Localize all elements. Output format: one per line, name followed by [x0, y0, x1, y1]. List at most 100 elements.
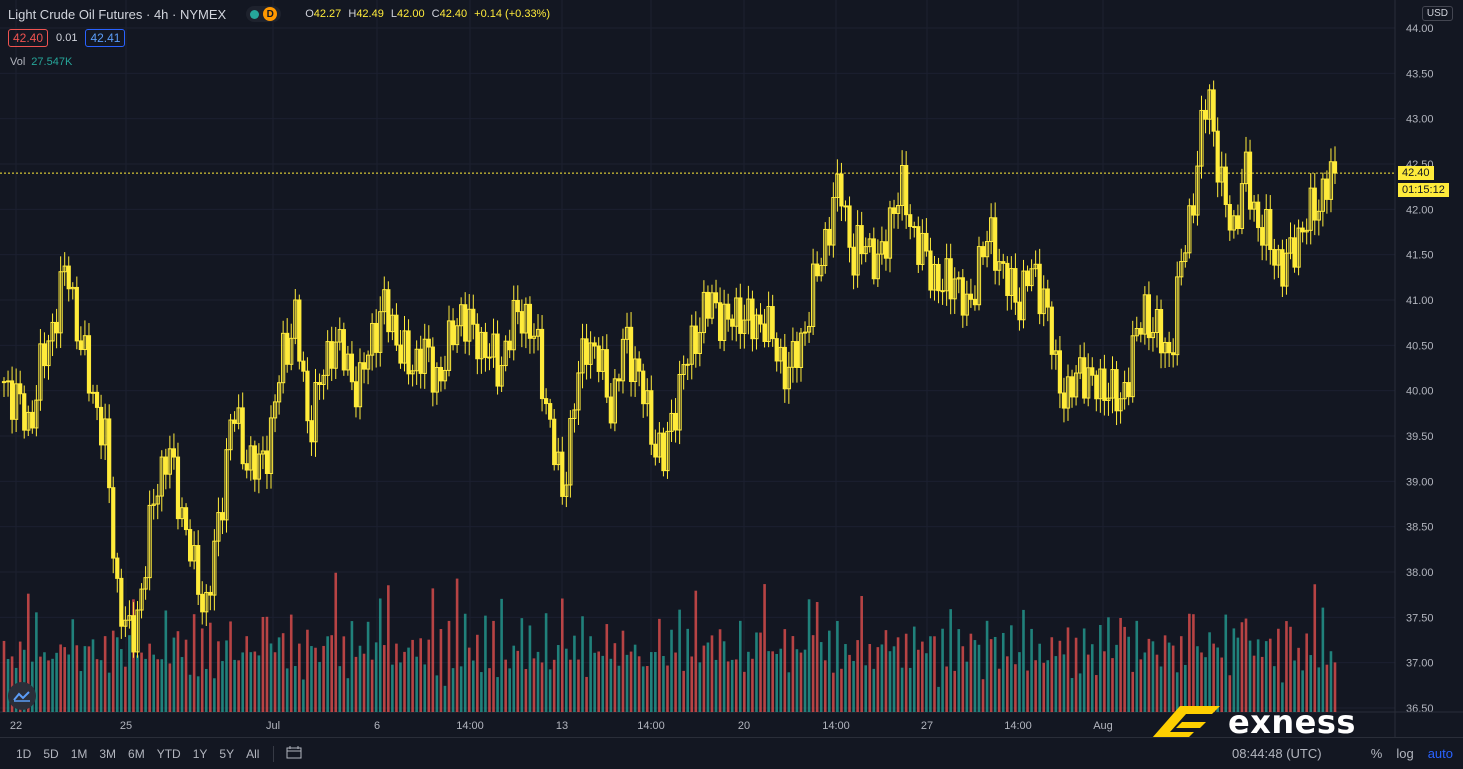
candle-body — [1029, 268, 1034, 287]
scale-controls: % log auto — [1371, 746, 1453, 761]
auto-scale-button[interactable]: auto — [1427, 746, 1453, 761]
volume-bar — [706, 642, 710, 712]
candle-body — [819, 265, 824, 277]
timeframe-1y[interactable]: 1Y — [192, 746, 208, 761]
volume-bar — [609, 658, 613, 712]
open-value: 42.27 — [313, 8, 342, 20]
timeframe-1m[interactable]: 1M — [70, 746, 88, 761]
candle-body — [980, 246, 986, 258]
candle-body — [976, 246, 982, 306]
volume-bar — [1220, 657, 1224, 712]
volume-bar — [136, 655, 139, 712]
volume-bar — [1228, 675, 1232, 712]
volume-bar — [504, 659, 507, 712]
ohlc-values: O42.27 H42.49 L42.00 C42.40 +0.14 (+0.33… — [305, 8, 554, 20]
volume-bar — [868, 644, 872, 712]
candle-body — [875, 253, 880, 280]
volume-bar — [1082, 628, 1086, 712]
volume-bar — [767, 651, 770, 712]
percent-scale-button[interactable]: % — [1370, 746, 1383, 761]
candle-body — [1017, 301, 1022, 321]
candle-body — [5, 380, 11, 383]
volume-bar — [734, 659, 738, 712]
volume-bar — [75, 645, 79, 712]
candle-body — [624, 326, 630, 340]
x-tick-label: Aug — [1093, 720, 1113, 732]
candle-body — [628, 326, 634, 383]
volume-bar — [548, 669, 552, 712]
low-label: L — [390, 8, 398, 20]
volume-bar — [200, 628, 204, 712]
candle-body — [175, 456, 181, 520]
candle-body — [418, 348, 423, 374]
candle-body — [580, 338, 585, 374]
candle-body — [1175, 276, 1180, 356]
candle-body — [693, 325, 698, 354]
volume-bar — [1050, 637, 1054, 712]
candle-body — [1167, 341, 1172, 354]
volume-bar — [1151, 641, 1155, 712]
volume-bar — [366, 621, 370, 712]
x-tick-label: 14:00 — [637, 720, 665, 732]
volume-bar — [763, 584, 766, 712]
candle-body — [794, 341, 800, 368]
volume-bar — [791, 636, 795, 712]
y-tick-label: 41.00 — [1406, 295, 1434, 307]
timeframe-5y[interactable]: 5Y — [219, 746, 235, 761]
buy-button[interactable]: 42.41 — [85, 29, 126, 47]
candle-body — [560, 451, 565, 497]
volume-bar — [908, 667, 912, 712]
volume-legend[interactable]: Vol 27.547K — [10, 56, 72, 68]
candle-body — [649, 390, 654, 445]
volume-bar — [281, 633, 285, 712]
utc-clock[interactable]: 08:44:48 (UTC) — [1232, 746, 1322, 761]
candle-body — [1122, 382, 1127, 400]
candle-body — [855, 225, 860, 276]
candle-body — [1090, 367, 1095, 376]
volume-bar — [427, 639, 431, 712]
candle-body — [1013, 268, 1018, 303]
volume-bar — [815, 602, 819, 712]
volume-bar — [241, 652, 244, 712]
volume-bar — [807, 599, 811, 712]
volume-bar — [403, 651, 406, 712]
volume-bar — [1256, 639, 1260, 712]
high-value: 42.49 — [356, 8, 384, 20]
date-range-icon[interactable] — [286, 745, 302, 762]
timeframe-1d[interactable]: 1D — [16, 746, 32, 761]
volume-bar — [1018, 652, 1021, 712]
timeframe-3m[interactable]: 3M — [99, 746, 117, 761]
market-status[interactable]: D — [246, 6, 282, 22]
candle-body — [1268, 209, 1273, 251]
candle-body — [159, 456, 164, 497]
candle-body — [689, 325, 694, 365]
volume-bar — [140, 652, 143, 712]
volume-bar — [289, 614, 293, 712]
volume-bar — [686, 628, 690, 712]
candle-body — [637, 358, 642, 372]
volume-bar — [480, 672, 483, 712]
timeframe-ytd[interactable]: YTD — [156, 746, 181, 761]
volume-bar — [880, 644, 884, 712]
timeframe-5d[interactable]: 5D — [43, 746, 59, 761]
volume-bar — [419, 638, 422, 712]
volume-bar — [694, 590, 698, 712]
volume-bar — [569, 659, 572, 712]
currency-badge[interactable]: USD — [1421, 6, 1453, 21]
price-chart[interactable]: 44.0043.5043.0042.5042.0041.5041.0040.50… — [0, 0, 1463, 737]
candle-body — [78, 340, 83, 351]
volume-value: 27.547K — [31, 56, 73, 68]
volume-bar — [658, 618, 661, 712]
timeframe-all[interactable]: All — [246, 746, 260, 761]
chart-logo-icon[interactable] — [8, 682, 36, 710]
volume-bar — [1131, 671, 1135, 712]
symbol-title[interactable]: Light Crude Oil Futures · 4h · NYMEX — [8, 6, 227, 22]
volume-bar — [532, 658, 536, 712]
x-tick-label: Jul — [266, 720, 280, 732]
sell-button[interactable]: 42.40 — [8, 29, 49, 47]
candle-body — [277, 382, 282, 403]
timeframe-6m[interactable]: 6M — [128, 746, 145, 761]
candle-body — [50, 321, 55, 342]
candle-body — [867, 238, 872, 248]
log-scale-button[interactable]: log — [1396, 746, 1414, 761]
